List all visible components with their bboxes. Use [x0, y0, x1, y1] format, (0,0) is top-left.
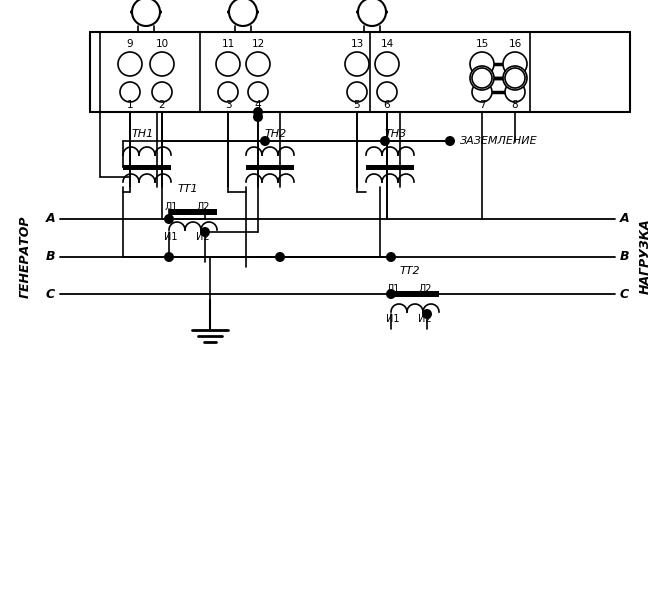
Text: 12: 12	[251, 39, 265, 49]
Text: C: C	[46, 288, 55, 300]
Text: TH1: TH1	[132, 129, 154, 139]
Text: TT1: TT1	[178, 184, 198, 194]
Circle shape	[472, 68, 492, 88]
Text: И1: И1	[164, 232, 178, 242]
Text: 7: 7	[478, 100, 485, 110]
Circle shape	[375, 52, 399, 76]
Circle shape	[386, 252, 396, 262]
Text: И1: И1	[386, 314, 400, 324]
Circle shape	[470, 66, 494, 90]
Circle shape	[347, 82, 367, 102]
Text: И2: И2	[196, 232, 210, 242]
Circle shape	[386, 289, 396, 299]
Bar	[366, 165, 414, 170]
Text: 6: 6	[384, 100, 391, 110]
Circle shape	[472, 82, 492, 102]
Text: 8: 8	[512, 100, 519, 110]
Circle shape	[132, 0, 160, 26]
Text: TH2: TH2	[265, 129, 287, 139]
Circle shape	[118, 52, 142, 76]
Text: 1: 1	[127, 100, 133, 110]
Text: C: C	[620, 288, 629, 300]
Text: 2: 2	[159, 100, 165, 110]
Text: TH3: TH3	[385, 129, 407, 139]
Circle shape	[253, 107, 263, 117]
Circle shape	[505, 68, 525, 88]
Circle shape	[377, 82, 397, 102]
Circle shape	[218, 82, 238, 102]
Circle shape	[150, 52, 174, 76]
Circle shape	[260, 136, 270, 146]
Bar	[123, 165, 171, 170]
Text: 15: 15	[476, 39, 488, 49]
Text: Л1: Л1	[164, 202, 178, 212]
Text: 13: 13	[350, 39, 364, 49]
Text: B: B	[620, 250, 630, 264]
Text: 14: 14	[381, 39, 394, 49]
Text: ЗАЗЕМЛЕНИЕ: ЗАЗЕМЛЕНИЕ	[460, 136, 537, 146]
Text: 9: 9	[127, 39, 133, 49]
Text: 5: 5	[354, 100, 360, 110]
Text: B: B	[46, 250, 55, 264]
Circle shape	[503, 52, 527, 76]
Circle shape	[164, 214, 174, 224]
Text: Л2: Л2	[196, 202, 210, 212]
Bar	[246, 165, 294, 170]
Text: 11: 11	[221, 39, 234, 49]
Circle shape	[503, 66, 527, 90]
Text: 16: 16	[509, 39, 522, 49]
Circle shape	[358, 0, 386, 26]
Text: TT2: TT2	[400, 266, 420, 276]
Circle shape	[164, 252, 174, 262]
Text: НАГРУЗКА: НАГРУЗКА	[639, 219, 651, 294]
Text: A: A	[620, 213, 630, 226]
Circle shape	[275, 252, 285, 262]
Circle shape	[253, 112, 263, 122]
Text: 3: 3	[224, 100, 231, 110]
Text: ГЕНЕРАТОР: ГЕНЕРАТОР	[19, 216, 31, 298]
Bar	[169, 209, 217, 215]
Circle shape	[445, 136, 455, 146]
Circle shape	[229, 0, 257, 26]
Circle shape	[248, 82, 268, 102]
Text: Л1: Л1	[387, 284, 400, 294]
Text: Л2: Л2	[418, 284, 431, 294]
Text: A: A	[46, 213, 55, 226]
Circle shape	[345, 52, 369, 76]
Text: И2: И2	[418, 314, 431, 324]
Text: 4: 4	[255, 100, 261, 110]
Bar	[391, 291, 439, 297]
Circle shape	[120, 82, 140, 102]
Circle shape	[152, 82, 172, 102]
Circle shape	[200, 227, 210, 237]
Circle shape	[216, 52, 240, 76]
Circle shape	[470, 52, 494, 76]
Circle shape	[246, 52, 270, 76]
Circle shape	[505, 82, 525, 102]
Circle shape	[380, 136, 390, 146]
Circle shape	[422, 309, 432, 319]
Text: 10: 10	[155, 39, 169, 49]
